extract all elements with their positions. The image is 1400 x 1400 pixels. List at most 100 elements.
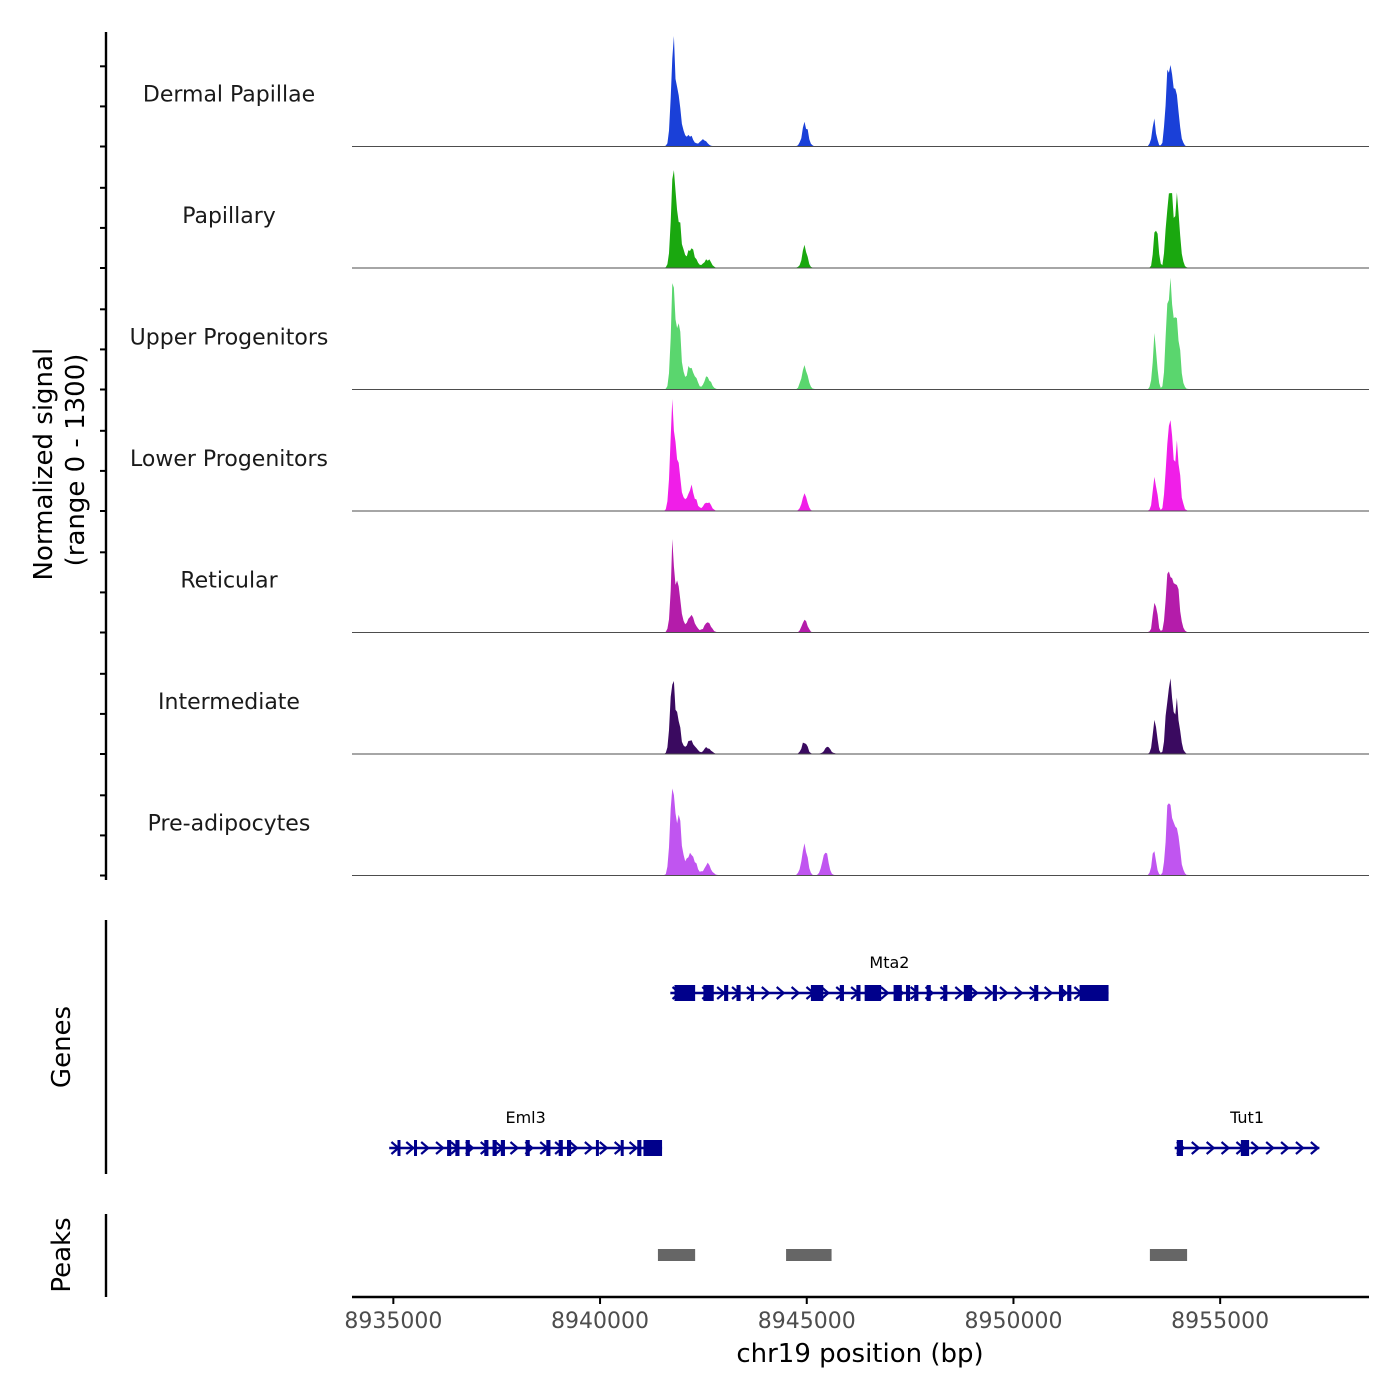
exon: [893, 985, 902, 1001]
strand-arrow: [939, 986, 950, 1000]
exon: [558, 1140, 563, 1156]
exon: [926, 985, 931, 1001]
coverage-area: [393, 277, 1361, 390]
strand-arrow: [599, 1141, 609, 1155]
exon: [492, 1140, 497, 1156]
track-label: Lower Progenitors: [130, 447, 328, 472]
exon: [856, 985, 861, 1001]
strand-arrow: [1205, 1141, 1216, 1155]
coverage-y-ticks: [100, 65, 106, 877]
exon: [1240, 1140, 1250, 1156]
strand-arrow: [880, 986, 890, 1000]
strand-arrow: [584, 1141, 594, 1155]
track-label: Upper Progenitors: [130, 326, 329, 351]
exon: [484, 1140, 489, 1156]
strand-arrow: [509, 1141, 520, 1155]
peaks-track: [657, 1249, 1188, 1261]
exon: [1176, 1140, 1183, 1156]
x-tick-label: 8950000: [964, 1309, 1062, 1334]
strand-arrow: [1191, 1141, 1201, 1155]
coverage-area: [393, 36, 1361, 147]
coverage-track-lower-progenitors: Lower Progenitors: [130, 399, 1369, 512]
coverage-area: [393, 399, 1361, 511]
exon: [397, 1140, 401, 1156]
exon: [943, 985, 948, 1001]
coverage-tracks: Dermal Papillae Papillary Upper Progenitor…: [130, 36, 1369, 876]
x-axis-label: chr19 position (bp): [736, 1339, 983, 1369]
strand-arrow: [1295, 1141, 1305, 1155]
exon: [637, 1140, 642, 1156]
x-tick-label: 8935000: [344, 1309, 442, 1334]
strand-arrow: [969, 986, 979, 1000]
strand-arrow: [420, 1141, 430, 1155]
coverage-area: [393, 170, 1361, 268]
strand-arrow: [790, 986, 801, 1000]
strand-arrow: [1280, 1141, 1290, 1155]
strand-arrow: [775, 986, 786, 1000]
coverage-area: [393, 788, 1361, 876]
strand-arrow: [1220, 1141, 1231, 1155]
peak-region: [786, 1249, 832, 1261]
coverage-area: [393, 678, 1361, 754]
gene-tut1: Tut1: [1174, 1108, 1320, 1156]
track-label: Intermediate: [158, 690, 300, 715]
exon: [620, 1140, 624, 1156]
x-tick-label: 8955000: [1171, 1309, 1269, 1334]
exon: [839, 985, 844, 1001]
x-tick-label: 8945000: [758, 1309, 856, 1334]
exon: [455, 1140, 460, 1156]
strand-arrow: [435, 1141, 445, 1155]
exon: [1034, 985, 1039, 1001]
x-axis-ticks: 8935000 8940000 8945000 8950000 8955000: [344, 1297, 1269, 1334]
exon: [674, 985, 696, 1001]
exon: [414, 1140, 418, 1156]
strand-arrow: [999, 986, 1009, 1000]
exon: [1067, 985, 1072, 1001]
exon: [992, 985, 997, 1001]
strand-arrow: [405, 1141, 415, 1155]
coverage-track-reticular: Reticular: [180, 539, 1369, 633]
coverage-area: [393, 539, 1361, 633]
exon: [525, 1140, 530, 1156]
strand-arrow: [1043, 986, 1054, 1000]
strand-arrow: [820, 986, 831, 1000]
strand-arrow: [1250, 1141, 1261, 1155]
exon: [963, 985, 973, 1001]
gene-label: Eml3: [505, 1108, 545, 1127]
genes-track-label: Genes: [47, 1006, 77, 1088]
exon: [566, 1140, 572, 1156]
gene-label: Mta2: [869, 953, 909, 972]
coverage-y-label: Normalized signal (range 0 - 1300): [29, 340, 91, 581]
strand-arrow: [569, 1141, 579, 1155]
coverage-track-pre-adipocytes: Pre-adipocytes: [148, 788, 1369, 876]
exon: [864, 985, 882, 1001]
track-label: Pre-adipocytes: [148, 812, 311, 837]
exon: [1058, 985, 1064, 1001]
gene-eml3: Eml3: [389, 1108, 663, 1156]
exon: [447, 1140, 452, 1156]
coverage-track-upper-progenitors: Upper Progenitors: [130, 277, 1369, 390]
exon: [810, 985, 824, 1001]
exon: [703, 985, 714, 1001]
x-tick-label: 8940000: [551, 1309, 649, 1334]
coverage-track-intermediate: Intermediate: [158, 678, 1369, 755]
exon: [595, 1140, 599, 1156]
track-label: Dermal Papillae: [143, 83, 315, 108]
exon: [1079, 985, 1109, 1001]
strand-arrow: [1265, 1141, 1275, 1155]
exon: [546, 1140, 551, 1156]
strand-arrow: [628, 1141, 639, 1155]
exon: [914, 985, 919, 1001]
gene-label: Tut1: [1229, 1108, 1264, 1127]
strand-arrow: [984, 986, 994, 1000]
track-label: Reticular: [180, 569, 278, 594]
exon: [724, 985, 729, 1001]
strand-arrow: [954, 986, 964, 1000]
track-label: Papillary: [182, 204, 276, 229]
strand-arrow: [1310, 1141, 1320, 1155]
exon: [905, 985, 911, 1001]
gene-mta2: Mta2: [670, 953, 1109, 1001]
genes-track: Mta2 Eml3 Tut1: [389, 953, 1320, 1156]
coverage-track-dermal-papillae: Dermal Papillae: [143, 36, 1369, 147]
